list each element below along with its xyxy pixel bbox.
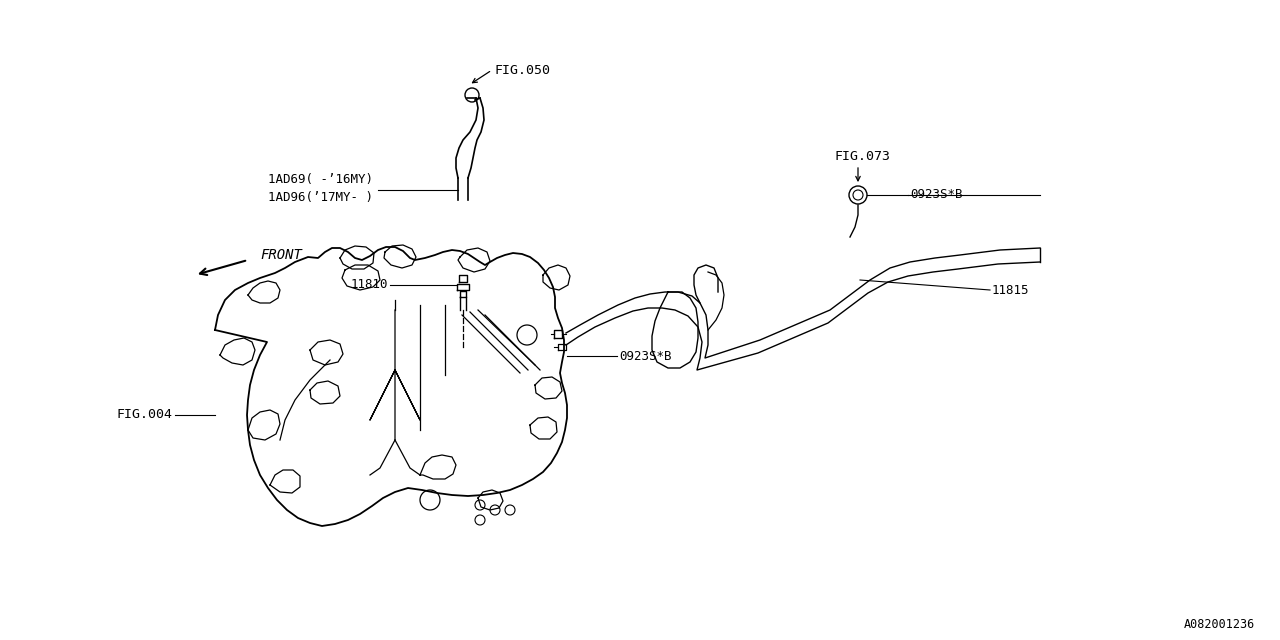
Text: FIG.004: FIG.004: [116, 408, 173, 422]
Text: 0923S*B: 0923S*B: [910, 189, 963, 202]
Text: FIG.050: FIG.050: [494, 63, 550, 77]
Text: 1AD69( -’16MY): 1AD69( -’16MY): [268, 173, 372, 186]
Text: 11815: 11815: [992, 284, 1029, 296]
Text: FIG.073: FIG.073: [835, 150, 891, 163]
Text: A082001236: A082001236: [1184, 618, 1254, 632]
Text: 11810: 11810: [351, 278, 388, 291]
Text: FRONT: FRONT: [260, 248, 302, 262]
Text: 1AD96(’17MY- ): 1AD96(’17MY- ): [268, 191, 372, 204]
Text: 0923S*B: 0923S*B: [620, 349, 672, 362]
